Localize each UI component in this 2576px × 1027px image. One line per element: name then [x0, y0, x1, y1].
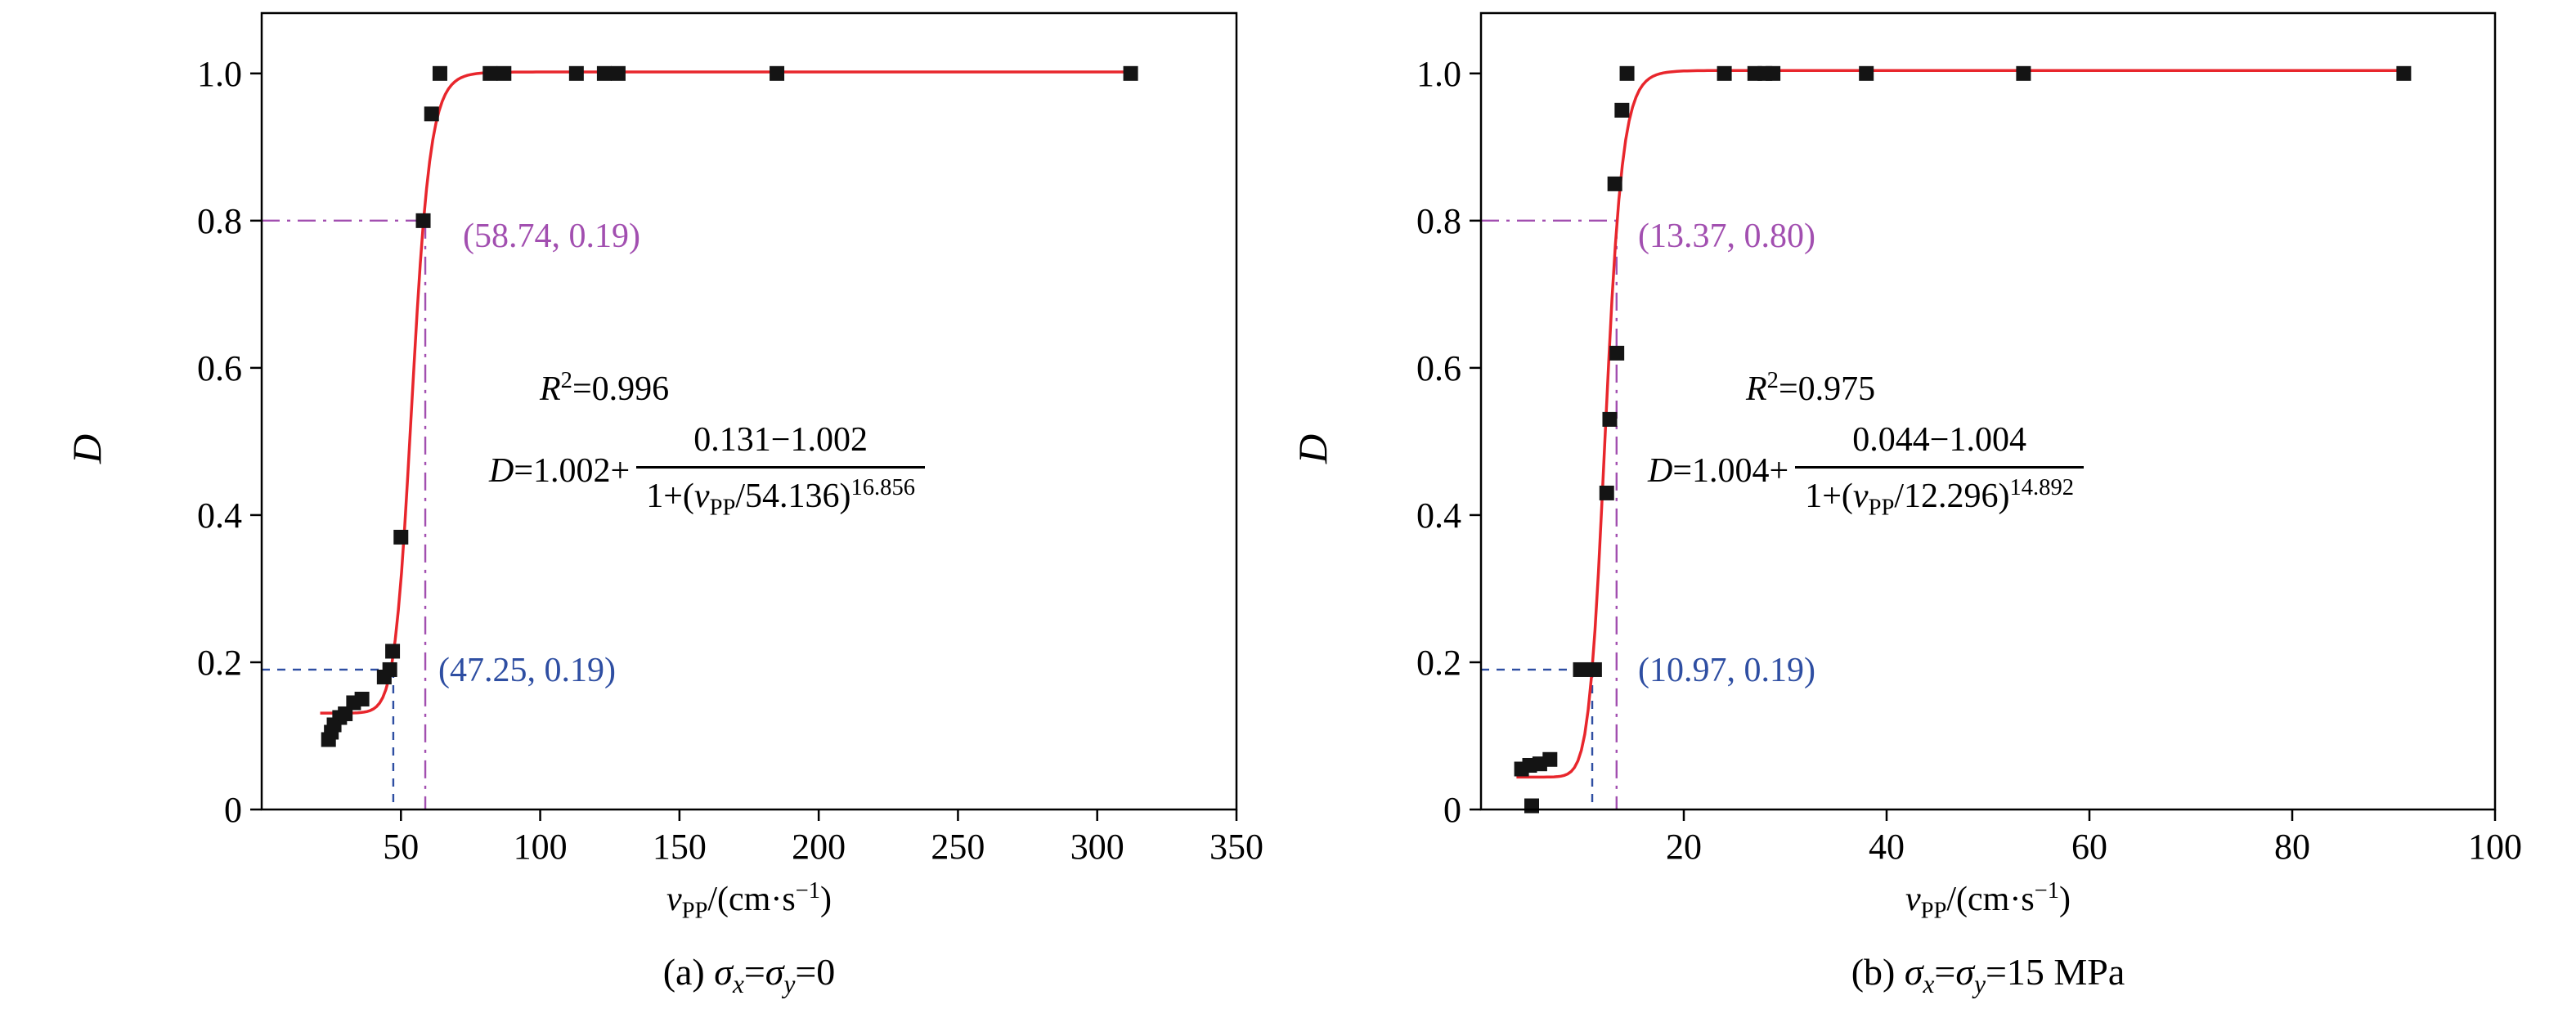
annotation-label: (10.97, 0.19) [1638, 652, 1815, 689]
y-axis-label: D [64, 433, 110, 464]
data-point [2016, 65, 2031, 81]
data-point [1619, 65, 1635, 81]
x-tick-label: 50 [383, 827, 419, 867]
y-tick-label: 0.6 [1416, 348, 1461, 388]
fit-equation-block: R2=0.975 D=1.004+ 0.044−1.004 1+(vPP/12.… [1648, 368, 2084, 521]
y-tick-label: 0.6 [197, 348, 242, 388]
data-point [424, 106, 439, 122]
x-axis-label: vPP/(cm·s−1) [666, 878, 832, 924]
y-tick-label: 0.4 [197, 496, 242, 536]
y-tick-label: 0 [224, 790, 242, 830]
data-point [354, 691, 370, 706]
annotation-label: (58.74, 0.19) [463, 218, 640, 255]
y-tick-label: 0 [1443, 790, 1461, 830]
data-point [338, 706, 353, 721]
data-point [770, 65, 785, 81]
data-point [1599, 485, 1614, 500]
y-tick-label: 1.0 [1416, 54, 1461, 94]
data-point [385, 644, 401, 659]
x-tick-label: 40 [1869, 827, 1905, 867]
data-point [1859, 65, 1874, 81]
plot-frame [260, 11, 1238, 811]
data-point [2396, 65, 2412, 81]
data-point [1609, 345, 1625, 361]
data-point [1123, 65, 1138, 81]
data-point [596, 65, 612, 81]
data-point [1766, 65, 1781, 81]
data-point [382, 661, 397, 677]
y-tick-label: 0.2 [197, 643, 242, 683]
plot-area-a: (58.74, 0.19) (47.25, 0.19) 50 100 150 200 250… [197, 11, 1263, 867]
data-point [610, 65, 626, 81]
data-point [568, 65, 584, 81]
chart-panel-a: (58.74, 0.19) (47.25, 0.19) 50 100 150 200 250… [64, 11, 1263, 999]
data-point [1586, 661, 1602, 677]
x-tick-label: 250 [931, 827, 985, 867]
chart-panel-b: (13.37, 0.80) (10.97, 0.19) 20 40 60 80 100 0 0.… [1288, 0, 2576, 1027]
annotation-label: (13.37, 0.80) [1638, 218, 1815, 255]
data-point [1717, 65, 1732, 81]
data-point [1607, 176, 1622, 191]
y-tick-label: 0.8 [197, 201, 242, 241]
equation-text: D=1.004+ 0.044−1.004 1+(vPP/12.296)14.89… [1648, 420, 2084, 521]
y-tick-label: 0.8 [1416, 201, 1461, 241]
data-point [1542, 751, 1558, 767]
x-tick-label: 200 [792, 827, 846, 867]
y-tick-label: 1.0 [197, 54, 242, 94]
data-point [1614, 102, 1630, 118]
x-tick-label: 80 [2274, 827, 2310, 867]
x-axis-label: vPP/(cm·s−1) [1905, 878, 2071, 924]
data-point [415, 213, 431, 228]
fit-curve [320, 70, 1133, 715]
x-tick-label: 100 [514, 827, 568, 867]
y-axis-label: D [1290, 433, 1336, 464]
data-point [1573, 661, 1588, 677]
fit-curve [1516, 69, 2404, 779]
subfigure-caption-b: (b) σx=σy=15 MPa [1851, 951, 2125, 999]
plot-area-b: (13.37, 0.80) (10.97, 0.19) 20 40 60 80 100 0 0.… [1416, 11, 2522, 867]
r-squared-text: R2=0.996 [540, 368, 670, 408]
data-point [393, 529, 409, 545]
x-tick-label: 150 [653, 827, 707, 867]
equation-fraction: 0.131−1.002 1+(vPP/54.136)16.856 [636, 420, 925, 521]
x-tick-label: 350 [1209, 827, 1263, 867]
x-tick-label: 300 [1070, 827, 1124, 867]
x-tick-label: 60 [2071, 827, 2107, 867]
data-point [1524, 798, 1539, 814]
x-tick-label: 100 [2468, 827, 2522, 867]
plot-frame [1479, 11, 2497, 811]
y-tick-label: 0.4 [1416, 496, 1461, 536]
data-point [496, 65, 512, 81]
data-point [1602, 411, 1618, 427]
annotation-label: (47.25, 0.19) [438, 652, 616, 689]
fit-equation-block: R2=0.996 D=1.002+ 0.131−1.002 1+(vPP/54.… [489, 368, 925, 521]
r-squared-text: R2=0.975 [1746, 368, 1876, 408]
data-point [432, 65, 447, 81]
subfigure-caption-a: (a) σx=σy=0 [662, 951, 836, 999]
data-point [482, 65, 498, 81]
equation-fraction: 0.044−1.004 1+(vPP/12.296)14.892 [1795, 420, 2084, 521]
equation-text: D=1.002+ 0.131−1.002 1+(vPP/54.136)16.85… [489, 420, 925, 521]
y-tick-label: 0.2 [1416, 643, 1461, 683]
x-tick-label: 20 [1666, 827, 1702, 867]
